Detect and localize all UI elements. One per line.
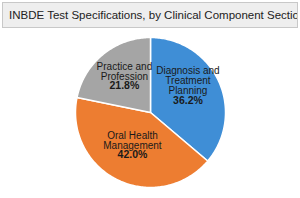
svg-text:42.0%: 42.0% (118, 148, 148, 160)
html-text:Practice and: Practice and (96, 60, 153, 72)
svg-text:21.8%: 21.8% (110, 79, 140, 91)
html-text:Management: Management (103, 139, 162, 151)
html-text:Profession: Profession (100, 70, 148, 82)
html-text:Oral Health: Oral Health (107, 129, 158, 141)
svg-text:36.2%: 36.2% (173, 94, 203, 106)
svg-text:Diagnosis andTreatmentPlanning: Diagnosis andTreatmentPlanning (156, 65, 219, 96)
